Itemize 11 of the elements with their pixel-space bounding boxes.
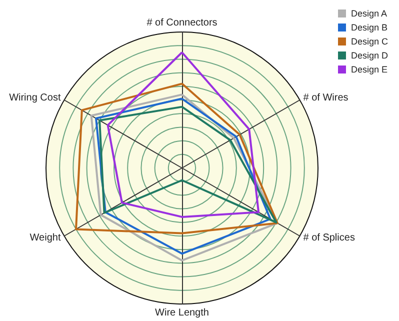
spoke-label: Wiring Cost <box>9 92 61 104</box>
legend-label: Design E <box>350 64 388 74</box>
spoke-label: # of Splices <box>303 232 355 244</box>
spoke-label: Wire Length <box>155 308 209 318</box>
legend-label: Design C <box>350 36 388 46</box>
legend-label: Design B <box>350 22 388 32</box>
spoke-label: # of Connectors <box>146 18 218 28</box>
legend-label: Design D <box>350 50 388 60</box>
legend-label: Design A <box>350 8 388 18</box>
spoke-label: # of Wires <box>303 92 348 104</box>
spoke-label: Weight <box>30 232 61 244</box>
